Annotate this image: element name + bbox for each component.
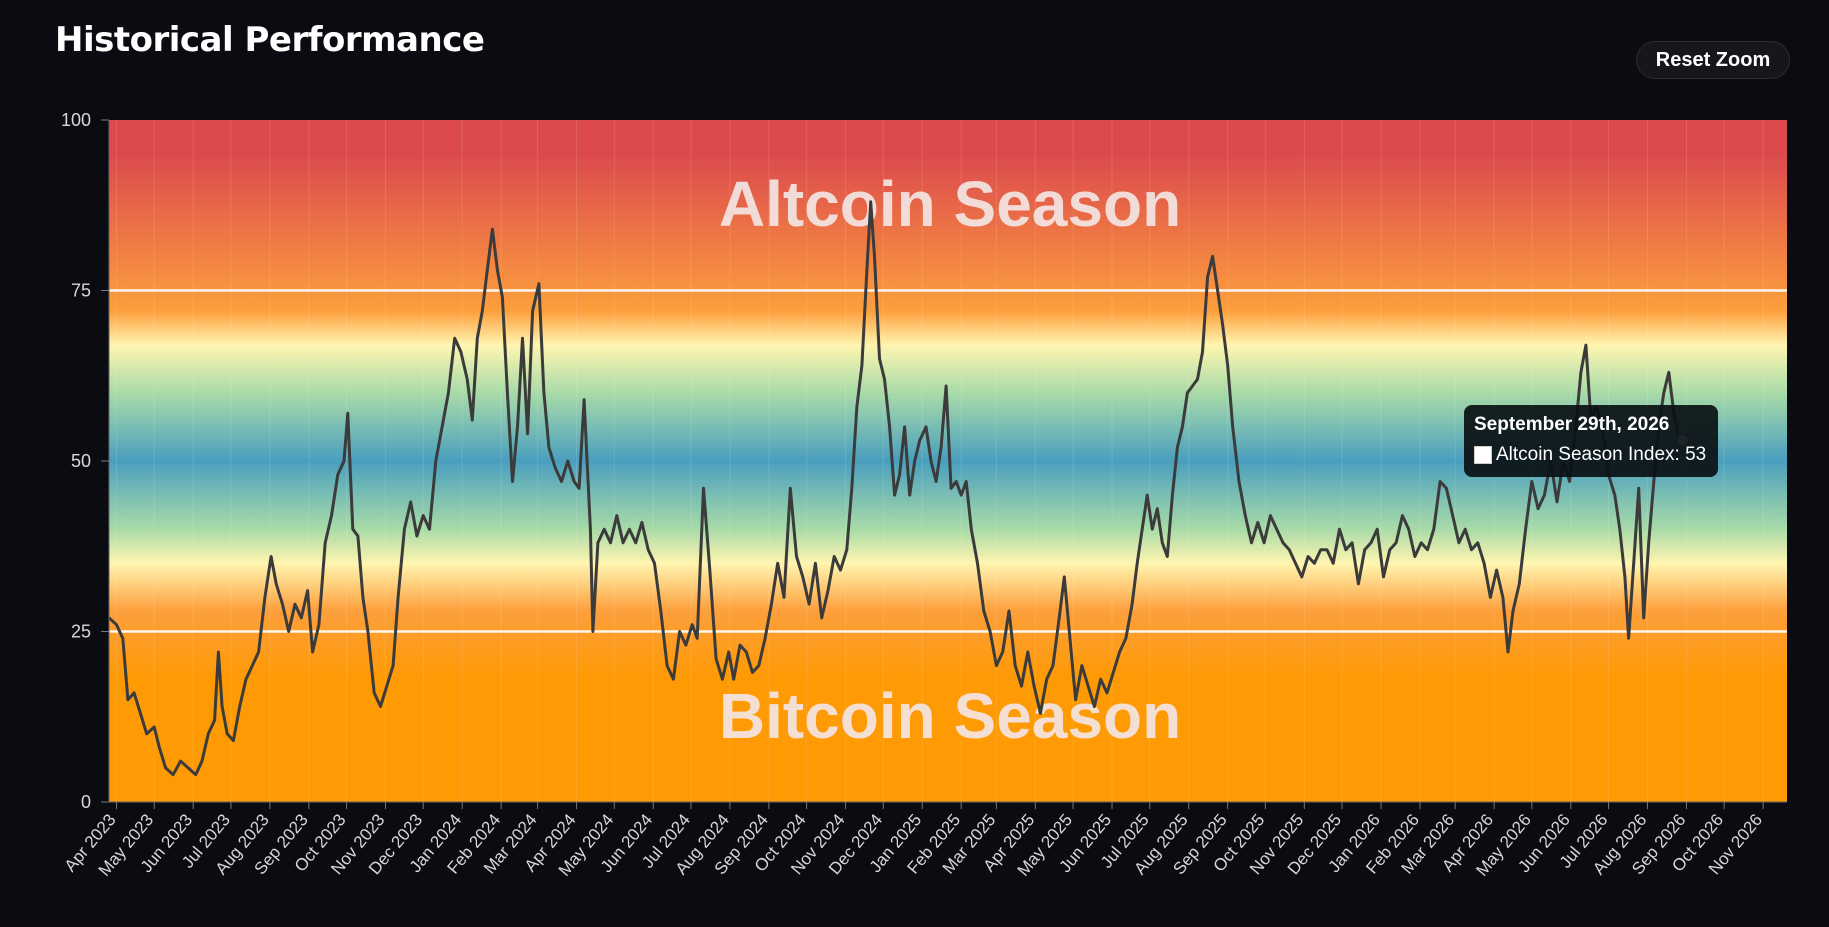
bitcoin-season-label: Bitcoin Season [719,680,1181,752]
y-axis: 0 25 50 75 100 [61,110,1787,812]
tooltip-date: September 29th, 2026 [1474,414,1670,435]
altcoin-season-index-line [107,200,1683,777]
y-tick-label: 50 [71,451,91,471]
y-tick-label: 25 [71,622,91,642]
altcoin-season-label: Altcoin Season [719,168,1181,240]
tooltip-color-swatch [1474,446,1492,464]
y-tick-label: 75 [71,281,91,301]
tooltip-value: Altcoin Season Index: 53 [1496,444,1707,465]
reset-zoom-button[interactable]: Reset Zoom [1636,41,1790,79]
y-tick-label: 0 [81,792,91,812]
tooltip-row: Altcoin Season Index: 53 [1474,444,1708,466]
page-title: Historical Performance [55,20,485,60]
y-tick-label: 100 [61,110,91,130]
chart-tooltip: September 29th, 2026 Altcoin Season Inde… [1464,405,1718,477]
